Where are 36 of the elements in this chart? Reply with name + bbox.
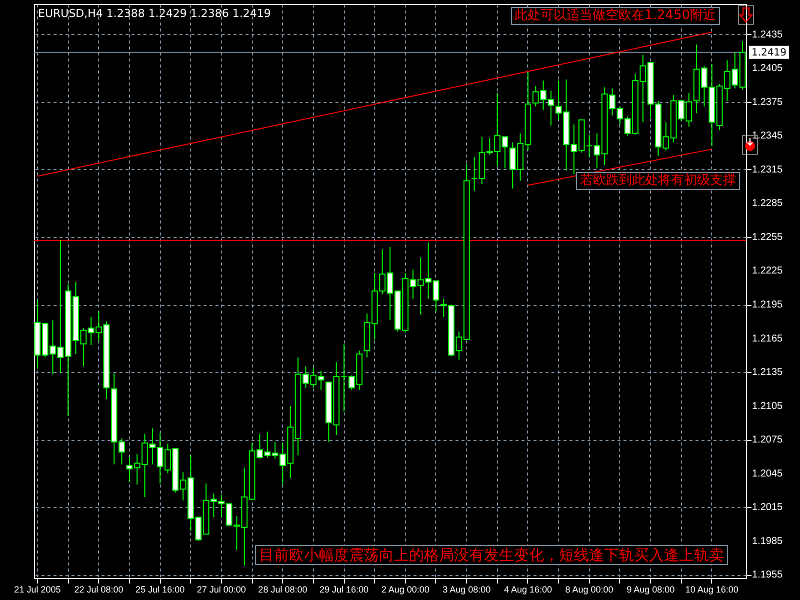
- x-tick-label: 28 Jul 08:00: [258, 584, 308, 594]
- y-tick-label: 1.2075: [752, 434, 784, 446]
- y-tick-label: 1.2285: [752, 198, 784, 210]
- x-tick-label: 29 Jul 16:00: [319, 584, 369, 594]
- y-tick-label: 1.2225: [752, 266, 784, 277]
- x-tick-label: 3 Aug 08:00: [442, 584, 491, 594]
- x-tick-label: 25 Jul 16:00: [136, 584, 185, 594]
- x-tick-label: 9 Aug 08:00: [626, 584, 675, 594]
- candlestick: [340, 343, 348, 412]
- y-tick-label: 1.2315: [752, 164, 784, 176]
- y-tick-label: 1.2105: [752, 400, 784, 412]
- y-tick-label: 1.1955: [752, 570, 784, 581]
- y-tick-label: 1.2405: [752, 63, 784, 74]
- annotation: 目前欧小幅度震荡向上的格局没有发生变化，短线逢下轨买入逢上轨卖: [255, 545, 728, 565]
- x-tick-label: 2 Aug 00:00: [381, 584, 430, 594]
- x-tick-label: 10 Aug 16:00: [685, 584, 738, 594]
- y-tick-label: 1.2375: [752, 96, 784, 108]
- ref-line-label: 1.2419: [752, 47, 786, 58]
- y-tick-label: 1.2045: [752, 468, 784, 480]
- annotation: 若欧跌到此处将有初级支撑: [576, 172, 740, 190]
- x-tick-label: 27 Jul 00:00: [196, 584, 246, 594]
- y-tick-label: 1.2015: [752, 502, 784, 514]
- y-tick-label: 1.2435: [752, 29, 784, 40]
- x-tick-label: 21 Jul 2005: [14, 584, 61, 594]
- y-tick-label: 1.1985: [752, 536, 784, 547]
- x-tick-label: 4 Aug 16:00: [504, 584, 552, 594]
- chart-title: EURUSD,H4 1.2388 1.2429 1.2386 1.2419: [38, 7, 271, 20]
- y-tick-label: 1.2195: [752, 300, 784, 311]
- x-tick-label: 22 Jul 08:00: [74, 584, 124, 594]
- y-tick-label: 1.2345: [752, 130, 784, 142]
- y-tick-label: 1.2165: [752, 333, 784, 344]
- candlestick: [471, 156, 478, 192]
- y-tick-label: 1.2255: [752, 232, 784, 243]
- x-tick-label: 8 Aug 00:00: [565, 584, 614, 594]
- y-tick-label: 1.2135: [752, 367, 784, 378]
- annotation: 此处可以适当做空欧在1.2450附近: [510, 7, 720, 25]
